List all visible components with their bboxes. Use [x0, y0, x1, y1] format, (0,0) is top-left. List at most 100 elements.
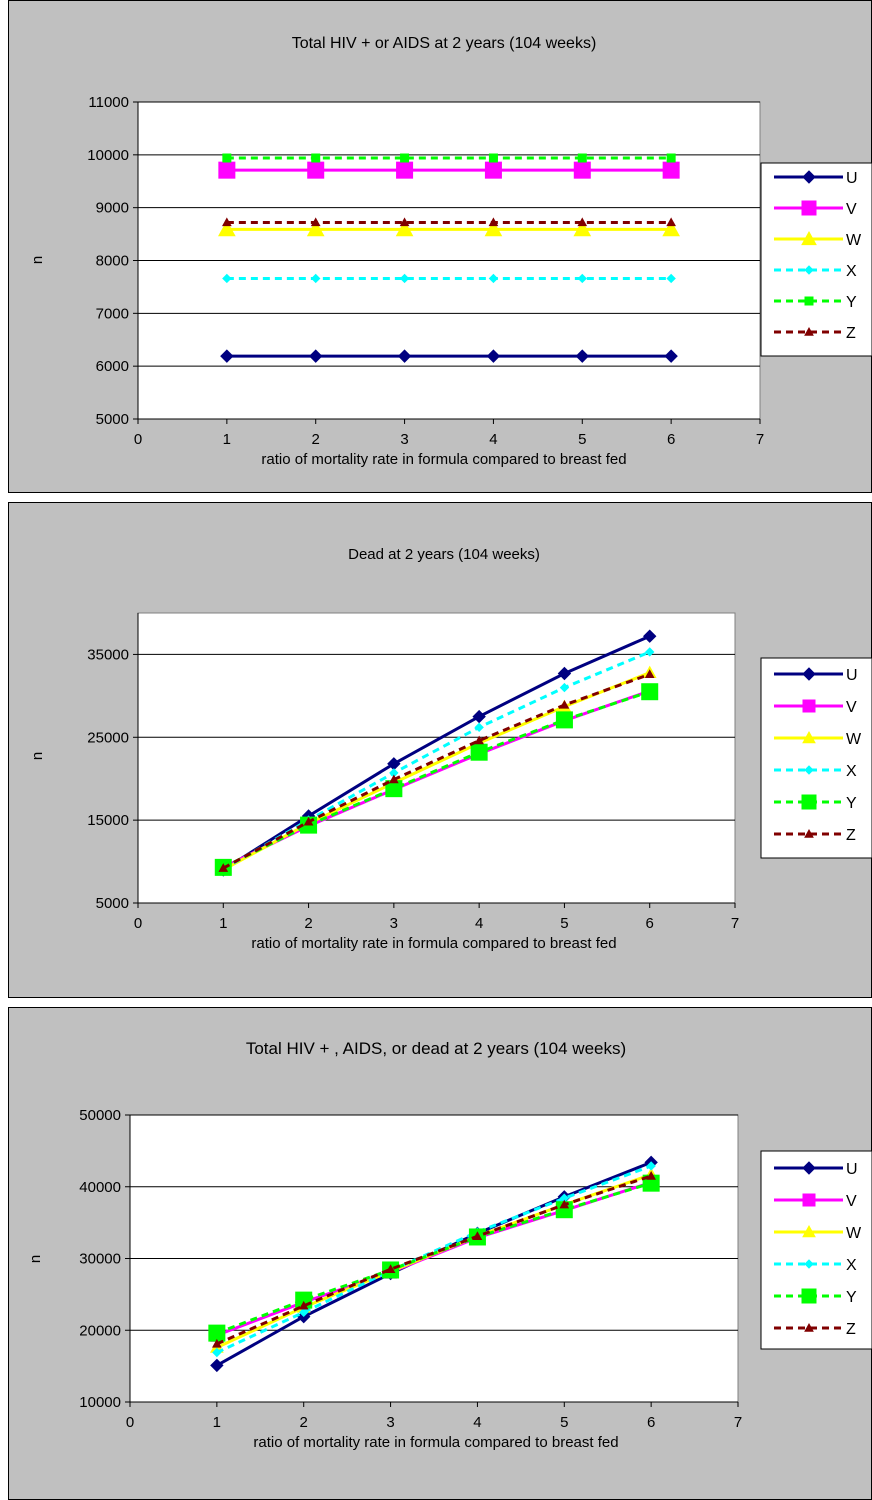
legend-label: Z — [846, 1321, 856, 1338]
data-point — [222, 273, 232, 284]
legend-label: U — [846, 1161, 858, 1178]
legend-item-W: W — [774, 1224, 862, 1242]
x-tick-label: 3 — [400, 431, 408, 448]
legend-item-Z: Z — [774, 827, 856, 844]
y-tick-label: 5000 — [96, 895, 129, 912]
data-point — [666, 217, 676, 227]
x-axis-label: ratio of mortality rate in formula compa… — [251, 935, 616, 952]
y-axis-label: n — [29, 256, 46, 264]
data-point — [643, 629, 657, 643]
series-group — [208, 1155, 660, 1373]
y-tick-label: 7000 — [96, 305, 129, 322]
x-tick-label: 2 — [300, 1414, 308, 1431]
data-point — [311, 273, 321, 284]
legend-marker — [804, 828, 814, 838]
legend-box — [760, 657, 872, 859]
x-tick-label: 1 — [223, 431, 231, 448]
legend-item-W: W — [774, 730, 862, 748]
legend-marker — [802, 170, 816, 184]
legend-box — [760, 162, 872, 357]
series-Z — [218, 669, 655, 872]
series-V — [218, 161, 680, 179]
legend-label: X — [846, 263, 857, 280]
series-line — [222, 650, 651, 871]
legend-item-Z: Z — [774, 1321, 856, 1338]
data-point — [472, 709, 486, 724]
data-point — [486, 349, 501, 363]
legend-marker — [804, 296, 814, 306]
y-tick-label: 10000 — [79, 1394, 121, 1411]
legend-label: V — [846, 201, 857, 218]
data-point — [474, 735, 484, 745]
x-tick-labels: 0 1 2 3 4 5 6 7 — [134, 903, 739, 932]
series-line — [216, 1174, 652, 1346]
x-tick-label: 1 — [213, 1414, 221, 1431]
legend-marker — [804, 1322, 814, 1332]
series-line — [222, 690, 651, 869]
data-point — [559, 699, 570, 709]
y-tick-label: 50000 — [79, 1107, 121, 1124]
data-point — [577, 217, 588, 227]
x-tick-label: 4 — [473, 1414, 481, 1431]
legend-marker — [804, 765, 814, 775]
x-tick-labels: 0 1 2 3 4 5 6 7 — [134, 419, 764, 448]
y-axis-label: n — [29, 752, 46, 760]
legend-marker — [804, 1259, 814, 1269]
data-point — [641, 683, 659, 701]
x-tick-label: 7 — [731, 915, 739, 932]
x-tick-label: 6 — [647, 1414, 655, 1431]
data-point — [646, 1170, 656, 1180]
data-point — [557, 666, 572, 681]
legend-item-U: U — [774, 667, 858, 684]
legend-item-X: X — [774, 1257, 857, 1274]
data-point — [573, 161, 591, 179]
data-point — [212, 1347, 222, 1358]
legend-item-X: X — [774, 763, 857, 780]
chart-title: Dead at 2 years (104 weeks) — [348, 546, 540, 563]
data-point — [577, 153, 587, 163]
legend-label: W — [846, 232, 862, 249]
chart-svg: Total HIV + or AIDS at 2 years (104 week… — [8, 0, 872, 493]
data-point — [218, 161, 236, 179]
data-point — [306, 220, 325, 237]
data-point — [397, 349, 412, 363]
data-point — [488, 153, 498, 163]
series-group — [218, 153, 680, 363]
x-tick-label: 3 — [390, 915, 398, 932]
legend-item-Y: Y — [774, 294, 857, 311]
legend-item-Z: Z — [774, 325, 856, 342]
data-point — [399, 217, 410, 227]
data-point — [559, 1199, 570, 1209]
data-point — [220, 349, 234, 363]
chart-panel-hiv-aids-dead: Total HIV + , AIDS, or dead at 2 years (… — [8, 1007, 872, 1500]
data-point — [311, 153, 321, 163]
legend-marker — [802, 1193, 816, 1207]
x-tick-label: 6 — [667, 431, 675, 448]
chart-title: Total HIV + , AIDS, or dead at 2 years (… — [246, 1039, 626, 1058]
legend-item-V: V — [774, 699, 857, 716]
x-tick-label: 7 — [756, 431, 764, 448]
series-group — [214, 629, 659, 877]
legend-item-U: U — [774, 170, 858, 187]
legend-marker — [804, 265, 814, 275]
data-point — [208, 1324, 226, 1342]
data-point — [644, 669, 655, 679]
data-point — [303, 816, 314, 826]
data-point — [666, 273, 676, 284]
legend-label: Y — [846, 1289, 857, 1306]
y-axis-label: n — [27, 1255, 44, 1263]
x-tick-label: 2 — [312, 431, 320, 448]
legend-marker — [802, 1224, 816, 1238]
data-point — [307, 161, 325, 179]
data-point — [646, 1161, 656, 1171]
legend-box — [760, 1150, 872, 1350]
x-tick-label: 5 — [578, 431, 586, 448]
data-point — [488, 273, 499, 284]
y-tick-labels: 5000 6000 7000 8000 9000 10000 11000 — [87, 94, 138, 428]
legend-label: W — [846, 1225, 862, 1242]
y-tick-label: 9000 — [96, 200, 129, 217]
data-point — [577, 273, 587, 284]
legend-marker — [801, 1288, 817, 1304]
x-tick-labels: 0 1 2 3 4 5 6 7 — [126, 1402, 742, 1431]
